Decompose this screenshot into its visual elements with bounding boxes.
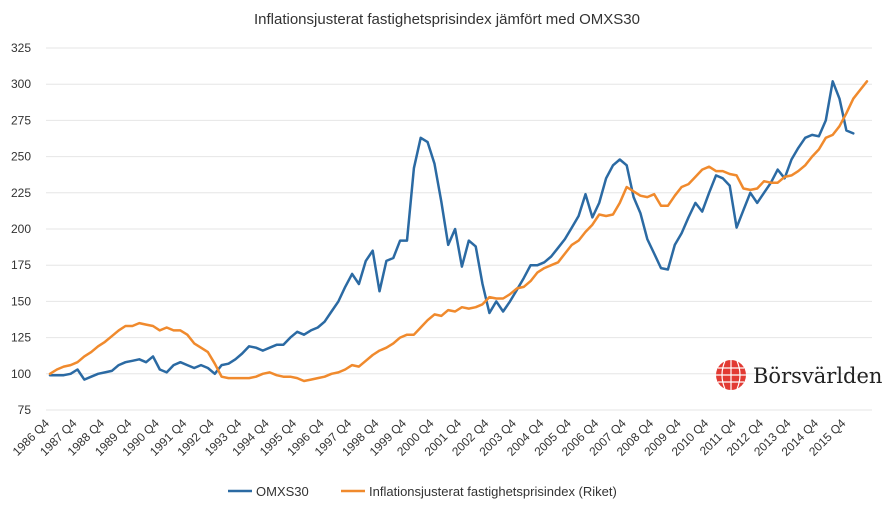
y-tick-label: 275 xyxy=(11,113,31,127)
legend-label: OMXS30 xyxy=(256,484,309,499)
legend-item[interactable]: OMXS30 xyxy=(228,484,309,499)
legend[interactable]: OMXS30 Inflationsjusterat fastighetsprisi… xyxy=(228,484,617,499)
y-tick-label: 150 xyxy=(11,294,31,308)
y-tick-label: 125 xyxy=(11,331,31,345)
series-line-omxs30 xyxy=(48,80,855,381)
y-tick-label: 325 xyxy=(11,41,31,55)
y-tick-label: 200 xyxy=(11,222,31,236)
globe-icon xyxy=(716,360,746,390)
y-tick-label: 75 xyxy=(18,403,32,417)
series-lines xyxy=(48,80,869,383)
y-tick-label: 175 xyxy=(11,258,31,272)
brand-logo: Börsvärlden xyxy=(716,360,882,390)
y-tick-label: 225 xyxy=(11,186,31,200)
y-tick-label: 250 xyxy=(11,150,31,164)
y-axis-ticks: 75 100 125 150 175 200 225 250 275 300 325 xyxy=(11,41,31,417)
y-tick-label: 100 xyxy=(11,367,31,381)
grid-lines xyxy=(46,47,872,411)
brand-name: Börsvärlden xyxy=(753,364,882,388)
chart-title: Inflationsjusterat fastighetsprisindex j… xyxy=(254,11,640,28)
legend-label: Inflationsjusterat fastighetsprisindex (… xyxy=(369,484,617,499)
series-line-fastighetsprisindex xyxy=(48,80,869,383)
legend-item[interactable]: Inflationsjusterat fastighetsprisindex (… xyxy=(341,484,617,499)
y-tick-label: 300 xyxy=(11,77,31,91)
